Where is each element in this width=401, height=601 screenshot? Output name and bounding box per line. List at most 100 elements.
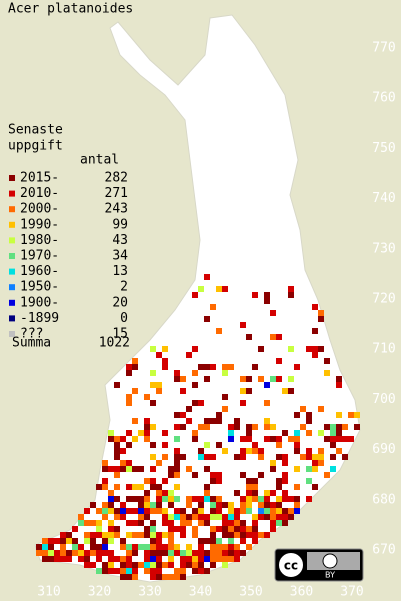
record-square bbox=[144, 490, 150, 496]
legend-swatch bbox=[9, 206, 15, 213]
record-square bbox=[126, 532, 132, 538]
record-square bbox=[192, 550, 198, 556]
record-square bbox=[144, 562, 150, 568]
record-square bbox=[114, 526, 120, 532]
record-square bbox=[252, 532, 258, 538]
y-label: 690 bbox=[372, 442, 395, 457]
record-square bbox=[48, 544, 54, 550]
record-square bbox=[150, 532, 156, 538]
record-square bbox=[216, 472, 222, 478]
record-square bbox=[240, 526, 246, 532]
record-square bbox=[186, 466, 192, 472]
record-square bbox=[216, 538, 222, 544]
record-square bbox=[246, 436, 252, 442]
record-square bbox=[222, 448, 228, 454]
cc-badge: cc BY bbox=[274, 548, 364, 582]
record-square bbox=[96, 544, 102, 550]
record-square bbox=[270, 424, 276, 430]
record-square bbox=[162, 364, 168, 370]
record-square bbox=[264, 508, 270, 514]
record-square bbox=[336, 382, 342, 388]
record-square bbox=[138, 544, 144, 550]
legend-count: 43 bbox=[112, 233, 128, 248]
record-square bbox=[336, 448, 342, 454]
record-square bbox=[174, 472, 180, 478]
record-square bbox=[126, 544, 132, 550]
record-square bbox=[144, 478, 150, 484]
record-square bbox=[132, 364, 138, 370]
record-square bbox=[60, 550, 66, 556]
record-square bbox=[66, 538, 72, 544]
record-square bbox=[336, 412, 342, 418]
record-square bbox=[192, 562, 198, 568]
legend-label: 2010- bbox=[20, 186, 59, 201]
record-square bbox=[222, 370, 228, 376]
record-square bbox=[132, 574, 138, 580]
record-square bbox=[342, 424, 348, 430]
record-square bbox=[306, 448, 312, 454]
record-square bbox=[192, 532, 198, 538]
record-square bbox=[156, 484, 162, 490]
records bbox=[36, 274, 360, 580]
record-square bbox=[114, 484, 120, 490]
record-square bbox=[186, 406, 192, 412]
record-square bbox=[240, 376, 246, 382]
record-square bbox=[192, 292, 198, 298]
y-label: 670 bbox=[372, 543, 395, 558]
record-square bbox=[312, 484, 318, 490]
record-square bbox=[108, 496, 114, 502]
record-square bbox=[210, 502, 216, 508]
record-square bbox=[126, 520, 132, 526]
record-square bbox=[66, 556, 72, 562]
record-square bbox=[258, 346, 264, 352]
record-square bbox=[264, 418, 270, 424]
record-square bbox=[270, 376, 276, 382]
record-square bbox=[216, 544, 222, 550]
record-square bbox=[198, 538, 204, 544]
record-square bbox=[114, 436, 120, 442]
legend-swatch bbox=[9, 253, 15, 259]
record-square bbox=[264, 490, 270, 496]
legend-swatch bbox=[9, 221, 15, 228]
record-square bbox=[294, 496, 300, 502]
record-square bbox=[294, 364, 300, 370]
record-square bbox=[324, 472, 330, 478]
record-square bbox=[150, 454, 156, 460]
record-square bbox=[96, 556, 102, 562]
record-square bbox=[264, 514, 270, 520]
record-square bbox=[156, 490, 162, 496]
record-square bbox=[72, 526, 78, 532]
record-square bbox=[210, 508, 216, 514]
record-square bbox=[156, 508, 162, 514]
record-square bbox=[174, 574, 180, 580]
record-square bbox=[78, 550, 84, 556]
record-square bbox=[312, 328, 318, 334]
record-square bbox=[126, 394, 132, 400]
record-square bbox=[192, 382, 198, 388]
y-label: 760 bbox=[372, 91, 395, 106]
record-square bbox=[204, 514, 210, 520]
record-square bbox=[210, 418, 216, 424]
record-square bbox=[132, 466, 138, 472]
record-square bbox=[102, 544, 108, 550]
record-square bbox=[234, 508, 240, 514]
record-square bbox=[282, 478, 288, 484]
y-label: 680 bbox=[372, 492, 395, 507]
record-square bbox=[156, 502, 162, 508]
record-square bbox=[204, 550, 210, 556]
record-square bbox=[150, 538, 156, 544]
record-square bbox=[222, 526, 228, 532]
record-square bbox=[270, 490, 276, 496]
record-square bbox=[126, 430, 132, 436]
record-square bbox=[138, 502, 144, 508]
record-square bbox=[102, 538, 108, 544]
x-label: 330 bbox=[138, 585, 161, 600]
record-square bbox=[42, 550, 48, 556]
record-square bbox=[60, 556, 66, 562]
record-square bbox=[132, 484, 138, 490]
record-square bbox=[84, 520, 90, 526]
record-square bbox=[210, 514, 216, 520]
record-square bbox=[84, 556, 90, 562]
record-square bbox=[162, 490, 168, 496]
record-square bbox=[276, 520, 282, 526]
